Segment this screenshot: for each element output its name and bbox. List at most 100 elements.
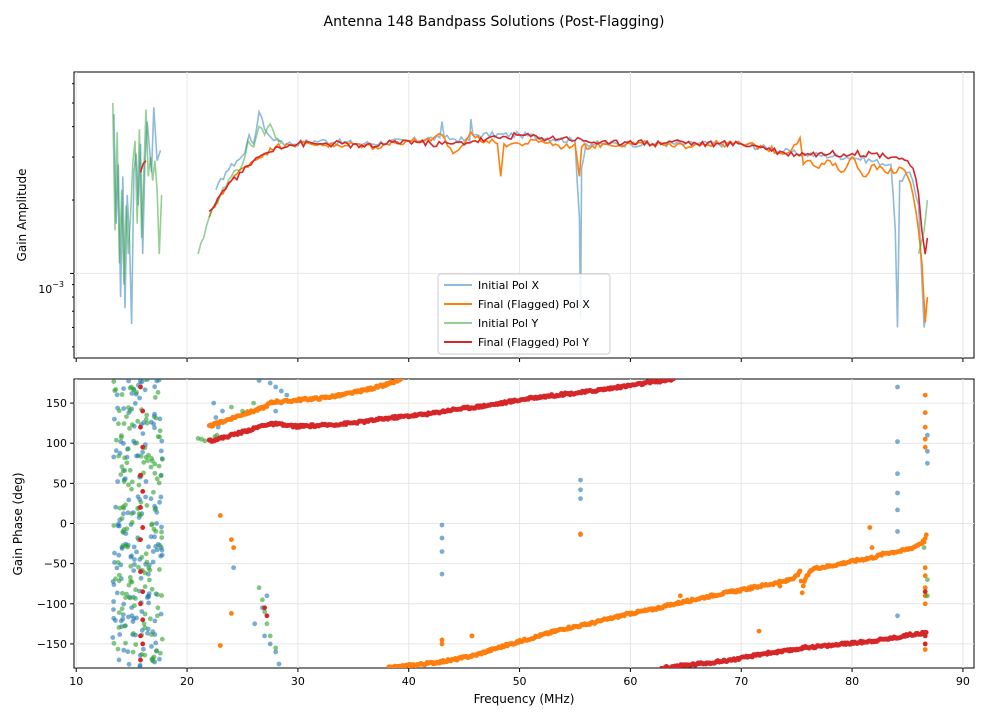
phase-point-initial-pol-y	[123, 640, 128, 646]
phase-point-initial-pol-x	[157, 656, 162, 662]
phase-point-initial-pol-y	[149, 586, 155, 592]
legend-entry-initial-pol-y: Initial Pol Y	[444, 317, 538, 330]
phase-point-initial-pol-x	[895, 613, 900, 619]
phase-point-initial-pol-y	[157, 543, 163, 548]
phase-point-initial-pol-x	[220, 408, 225, 414]
phase-point-initial-pol-y	[151, 526, 157, 532]
phase-point-initial-pol-x	[128, 554, 134, 560]
phase-point-initial-pol-y	[141, 621, 147, 627]
amplitude-series	[112, 102, 929, 328]
phase-point-initial-pol-x	[159, 547, 165, 553]
phase-xtick-label: 40	[402, 675, 416, 688]
phase-point-initial-pol-x	[132, 401, 138, 406]
phase-point-initial-pol-y	[144, 420, 150, 426]
phase-point-initial-pol-x	[132, 562, 137, 567]
phase-point-initial-pol-x	[159, 552, 165, 558]
phase-point-initial-pol-y	[117, 572, 122, 578]
phase-point-initial-pol-y	[129, 384, 134, 390]
phase-point-initial-pol-x	[135, 494, 141, 500]
legend-entry-initial-pol-x: Initial Pol X	[444, 279, 539, 292]
phase-point-final-flagged-pol-x	[217, 513, 223, 518]
phase-point-initial-pol-x	[110, 635, 116, 640]
phase-point-initial-pol-y	[133, 596, 138, 601]
phase-point-final-flagged-pol-x	[797, 568, 803, 574]
phase-panel: 10 20 30 40 50 60 70 80 90 −150 −100 −50 0 50 100 150 G…	[11, 378, 975, 706]
amplitude-line-final-flagged-pol-y	[139, 131, 929, 255]
phase-point-initial-pol-x	[158, 611, 164, 617]
phase-point-final-flagged-pol-y	[671, 379, 676, 382]
phase-point-initial-pol-x	[157, 499, 163, 505]
phase-point-initial-pol-x	[116, 657, 122, 663]
phase-point-initial-pol-y	[143, 416, 149, 422]
phase-point-initial-pol-y	[133, 642, 139, 647]
phase-point-initial-pol-x	[925, 448, 930, 454]
phase-point-initial-pol-y	[129, 520, 135, 525]
figure-title: Antenna 148 Bandpass Solutions (Post-Fla…	[324, 14, 665, 30]
phase-point-final-flagged-pol-x	[439, 637, 445, 643]
phase-point-initial-pol-y	[111, 640, 117, 646]
phase-point-initial-pol-x	[118, 439, 124, 444]
phase-point-initial-pol-x	[153, 640, 159, 646]
phase-xtick-label: 70	[734, 675, 748, 688]
phase-point-initial-pol-x	[158, 494, 164, 500]
phase-point-initial-pol-x	[145, 630, 150, 636]
phase-point-initial-pol-y	[142, 584, 148, 589]
phase-point-initial-pol-y	[240, 408, 245, 414]
phase-point-initial-pol-y	[136, 482, 142, 488]
phase-ytick-label: 100	[46, 437, 67, 450]
phase-point-initial-pol-x	[895, 529, 900, 534]
phase-point-final-flagged-pol-x	[677, 593, 683, 599]
phase-xtick-label: 60	[623, 675, 637, 688]
phase-point-final-flagged-pol-x	[922, 536, 928, 541]
phase-point-initial-pol-y	[229, 404, 234, 410]
phase-points	[110, 379, 930, 668]
phase-point-final-flagged-pol-x	[469, 633, 475, 639]
phase-point-initial-pol-x	[111, 454, 117, 460]
phase-point-final-flagged-pol-y	[140, 489, 146, 494]
phase-point-initial-pol-x	[578, 487, 583, 493]
phase-point-initial-pol-y	[138, 499, 144, 505]
phase-point-initial-pol-y	[925, 593, 930, 599]
phase-point-initial-pol-x	[146, 591, 152, 596]
phase-point-initial-pol-x	[150, 559, 156, 565]
phase-ytick-label: 150	[46, 397, 67, 410]
phase-point-initial-pol-x	[117, 632, 123, 637]
phase-point-initial-pol-x	[273, 384, 279, 390]
phase-point-initial-pol-x	[125, 510, 131, 516]
phase-point-initial-pol-y	[118, 472, 124, 477]
phase-point-initial-pol-x	[895, 471, 900, 477]
phase-point-initial-pol-y	[141, 460, 147, 465]
phase-point-initial-pol-y	[138, 453, 144, 459]
phase-point-final-flagged-pol-y	[138, 569, 143, 575]
phase-point-initial-pol-x	[125, 614, 131, 620]
phase-point-final-flagged-pol-x	[217, 643, 223, 648]
phase-point-initial-pol-y	[159, 529, 165, 535]
phase-point-initial-pol-x	[112, 550, 117, 556]
phase-point-final-flagged-pol-y	[262, 605, 267, 611]
phase-point-final-flagged-pol-y	[922, 633, 928, 639]
phase-point-initial-pol-x	[114, 565, 120, 571]
phase-point-initial-pol-y	[159, 535, 165, 540]
phase-point-initial-pol-y	[124, 591, 129, 597]
phase-point-initial-pol-y	[921, 545, 927, 550]
phase-point-initial-pol-y	[155, 592, 160, 598]
phase-point-initial-pol-y	[155, 390, 161, 395]
phase-point-final-flagged-pol-y	[138, 633, 143, 639]
phase-ytick-label: 50	[53, 477, 67, 490]
phase-point-initial-pol-y	[121, 421, 127, 426]
phase-point-initial-pol-x	[276, 661, 282, 667]
phase-point-initial-pol-y	[119, 392, 125, 397]
phase-point-initial-pol-x	[142, 387, 148, 393]
phase-point-initial-pol-y	[149, 522, 155, 528]
legend-entry-final-pol-x: Final (Flagged) Pol X	[444, 298, 590, 311]
phase-point-initial-pol-x	[273, 408, 279, 414]
phase-point-final-flagged-pol-x	[922, 573, 928, 579]
phase-point-initial-pol-y	[124, 460, 130, 466]
phase-point-final-flagged-pol-y	[264, 613, 270, 619]
phase-point-initial-pol-y	[153, 415, 159, 421]
legend-entry-final-pol-y: Final (Flagged) Pol Y	[444, 336, 589, 349]
phase-point-initial-pol-y	[116, 408, 122, 414]
phase-point-initial-pol-y	[150, 656, 156, 661]
phase-point-initial-pol-y	[142, 379, 148, 383]
phase-point-initial-pol-x	[121, 406, 127, 411]
